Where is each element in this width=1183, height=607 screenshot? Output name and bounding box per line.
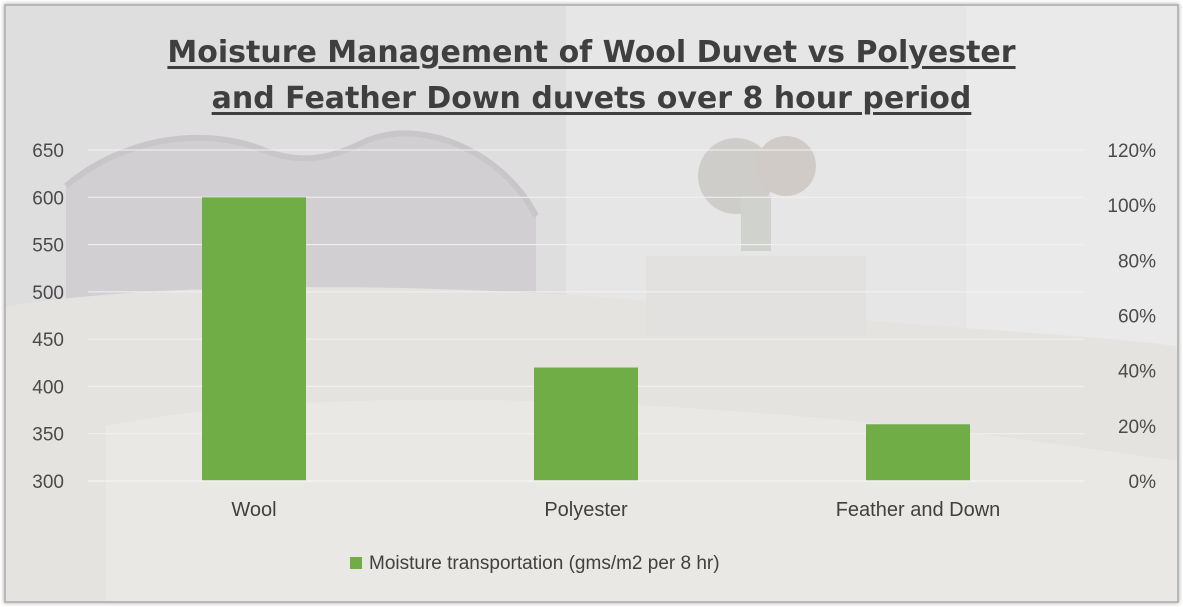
y-tick-label: 400 (32, 377, 64, 398)
legend-label: Moisture transportation (gms/m2 per 8 hr… (369, 553, 720, 574)
y2-tick-label: 80% (1118, 251, 1156, 272)
bar (202, 197, 306, 482)
bar (534, 367, 638, 481)
chart-title-line1: Moisture Management of Wool Duvet vs Pol… (167, 35, 1016, 70)
y-tick-label: 650 (32, 141, 64, 162)
y2-tick-label: 60% (1118, 307, 1156, 328)
x-tick-label: Polyester (544, 499, 628, 521)
x-axis: Wool Polyester Feather and Down (88, 480, 1084, 521)
y2-tick-label: 0% (1129, 472, 1157, 493)
x-tick-label: Wool (231, 499, 276, 521)
bar (866, 424, 970, 481)
y-tick-label: 600 (32, 188, 64, 209)
y-tick-label: 300 (32, 472, 64, 493)
bar-chart: 650 600 550 500 450 400 350 300 120% 100% 80% 60% 4… (32, 141, 1156, 574)
y2-tick-label: 120% (1107, 141, 1156, 162)
x-tick-label: Feather and Down (836, 499, 1001, 521)
legend-swatch (350, 557, 362, 569)
y2-tick-label: 40% (1118, 362, 1156, 383)
y-tick-label: 350 (32, 425, 64, 446)
y-tick-label: 450 (32, 330, 64, 351)
bars (202, 197, 970, 482)
legend: Moisture transportation (gms/m2 per 8 hr… (350, 553, 720, 574)
chart-title: Moisture Management of Wool Duvet vs Pol… (6, 30, 1177, 122)
chart-title-line2: and Feather Down duvets over 8 hour peri… (211, 81, 972, 116)
chart-frame: Moisture Management of Wool Duvet vs Pol… (4, 4, 1179, 603)
y-tick-label: 550 (32, 236, 64, 257)
y2-tick-label: 100% (1107, 196, 1156, 217)
bedroom-background-image (6, 6, 1177, 601)
y-axis-left: 650 600 550 500 450 400 350 300 (32, 141, 64, 493)
y2-tick-label: 20% (1118, 417, 1156, 438)
y-tick-label: 500 (32, 283, 64, 304)
y-axis-right: 120% 100% 80% 60% 40% 20% 0% (1107, 141, 1156, 493)
